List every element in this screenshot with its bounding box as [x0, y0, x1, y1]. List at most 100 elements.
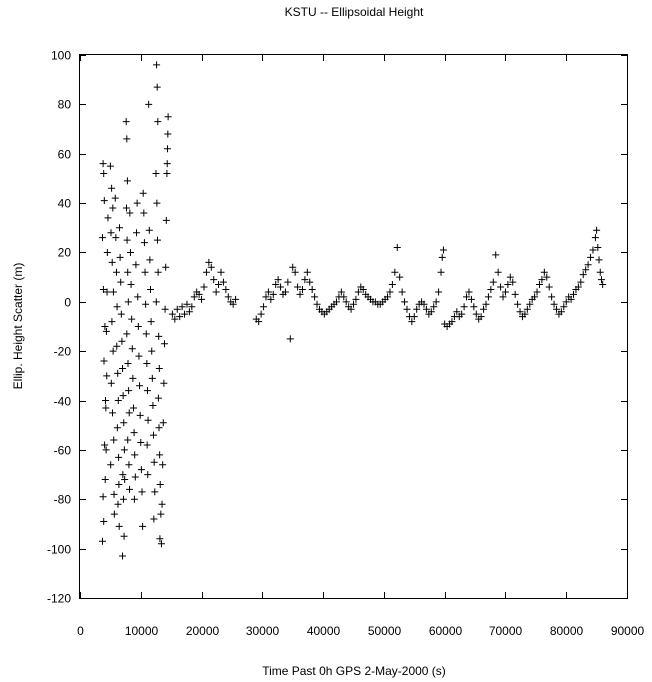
data-point [195, 290, 203, 298]
data-point [222, 285, 230, 293]
data-point [143, 441, 151, 449]
data-point [205, 258, 213, 266]
data-point [430, 303, 438, 311]
data-point [98, 234, 106, 242]
data-point [113, 424, 121, 432]
data-point [131, 473, 139, 481]
data-point [132, 261, 140, 269]
y-tick-label: 40 [58, 197, 72, 211]
data-point [460, 303, 468, 311]
data-point [119, 392, 127, 400]
data-point [499, 293, 507, 301]
data-point [453, 308, 461, 316]
y-tick-label: -120 [47, 592, 71, 606]
data-point [596, 268, 604, 276]
data-point [155, 424, 163, 432]
data-point [487, 285, 495, 293]
data-point [118, 337, 126, 345]
data-point [100, 169, 108, 177]
data-point [219, 278, 227, 286]
data-point [119, 552, 127, 560]
data-point [202, 268, 210, 276]
data-point [108, 258, 116, 266]
data-point [521, 310, 529, 318]
data-point [143, 387, 151, 395]
data-point [232, 295, 240, 303]
data-point [156, 480, 164, 488]
data-point [584, 261, 592, 269]
data-point [526, 300, 534, 308]
data-point [591, 234, 599, 242]
data-point [141, 268, 149, 276]
data-point [103, 288, 111, 296]
data-point [119, 471, 127, 479]
data-point [148, 374, 156, 382]
data-point [157, 540, 165, 548]
data-point [550, 300, 558, 308]
data-point [99, 285, 107, 293]
data-point [587, 253, 595, 261]
data-point [153, 236, 161, 244]
data-point [99, 493, 107, 501]
data-point [115, 522, 123, 530]
data-point [178, 303, 186, 311]
data-point [577, 278, 585, 286]
data-point [523, 305, 531, 313]
data-point [311, 293, 319, 301]
data-point [139, 522, 147, 530]
axis-ticks: 0 10000 20000 30000 40000 50000 60000 70000 8000… [47, 49, 645, 639]
x-tick-label: 0 [77, 624, 84, 638]
data-point [116, 253, 124, 261]
data-point [133, 199, 141, 207]
data-point [560, 303, 568, 311]
data-point [137, 466, 145, 474]
data-point [410, 313, 418, 321]
data-point [183, 300, 191, 308]
data-point [163, 169, 171, 177]
data-point [108, 318, 116, 326]
data-point [136, 411, 144, 419]
data-point [153, 199, 161, 207]
data-point [308, 285, 316, 293]
data-point [120, 532, 128, 540]
data-point [123, 236, 131, 244]
data-point [155, 364, 163, 372]
y-tick-label: -60 [54, 444, 72, 458]
data-point [156, 535, 164, 543]
data-point [509, 278, 517, 286]
data-point [543, 273, 551, 281]
data-point [439, 246, 447, 254]
data-point [168, 310, 176, 318]
data-point [533, 288, 541, 296]
data-point [101, 476, 109, 484]
data-point [269, 290, 277, 298]
data-point [131, 451, 139, 459]
data-point [574, 283, 582, 291]
data-point [124, 298, 132, 306]
data-point [497, 283, 505, 291]
data-point [126, 209, 134, 217]
x-axis-label: Time Past 0h GPS 2-May-2000 (s) [262, 664, 446, 678]
y-tick-label: 20 [58, 246, 72, 260]
data-point [159, 419, 167, 427]
data-point [120, 419, 128, 427]
data-point [130, 495, 138, 503]
data-point [472, 310, 480, 318]
x-tick-label: 90000 [611, 624, 645, 638]
data-point [294, 283, 302, 291]
data-point [106, 162, 114, 170]
data-point [125, 387, 133, 395]
data-point [181, 310, 189, 318]
data-point [535, 281, 543, 289]
data-point [540, 268, 548, 276]
data-point [162, 263, 170, 271]
data-point [435, 288, 443, 296]
data-point [164, 145, 172, 153]
data-point [150, 515, 158, 523]
data-point [281, 288, 289, 296]
data-point [545, 283, 553, 291]
data-point [134, 323, 142, 330]
data-point [151, 488, 159, 496]
data-point [291, 268, 299, 276]
data-point [109, 347, 117, 355]
